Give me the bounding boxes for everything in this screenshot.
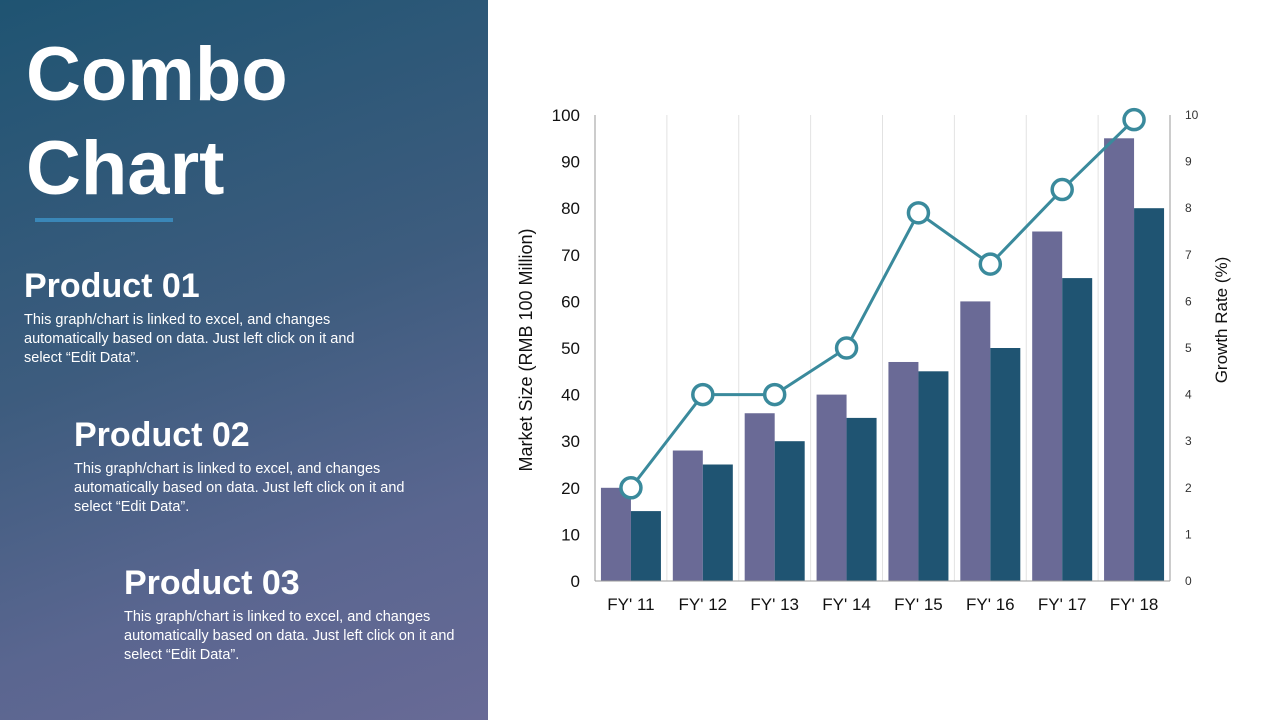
bar: [774, 441, 805, 581]
x-tick-label: FY' 16: [966, 595, 1015, 614]
x-tick-label: FY' 12: [679, 595, 728, 614]
growth-point: [691, 382, 715, 407]
growth-point: [619, 476, 643, 500]
y-tick-label: 20: [561, 479, 580, 498]
growth-line: [629, 118, 1136, 489]
bar: [1134, 208, 1165, 581]
y-tick-label: 80: [561, 199, 580, 218]
bar: [600, 487, 631, 581]
product-block-2: Product 02 This graph/chart is linked to…: [74, 415, 424, 517]
y2-tick-label: 9: [1185, 155, 1192, 169]
bar: [744, 413, 775, 581]
product-block-3: Product 03 This graph/chart is linked to…: [124, 563, 474, 665]
y2-tick-label: 5: [1185, 341, 1192, 355]
bar: [816, 394, 847, 581]
product-block-1: Product 01 This graph/chart is linked to…: [24, 266, 374, 368]
bar: [702, 464, 733, 581]
growth-point: [762, 382, 787, 407]
product-heading: Product 01: [24, 267, 200, 305]
growth-point: [1050, 177, 1074, 202]
y-tick-label: 70: [561, 246, 580, 265]
left-panel: Combo Chart Product 01 This graph/chart …: [0, 0, 488, 720]
y-axis-title: Market Size (RMB 100 Million): [516, 228, 536, 471]
bar: [672, 450, 703, 581]
x-tick-label: FY' 17: [1038, 595, 1087, 614]
y2-tick-label: 7: [1185, 248, 1192, 262]
y2-tick-label: 0: [1185, 574, 1192, 588]
bar: [888, 361, 919, 581]
y2-tick-label: 4: [1185, 388, 1192, 402]
slide-title: Combo Chart: [26, 32, 288, 211]
combo-chart: 0 10 20 30 40 50 60 70 80 90 100 0 1 2 3 4 5 6 7 8 9 10 FY' 11…: [516, 106, 1231, 614]
y2-tick-label: 2: [1185, 481, 1192, 495]
product-heading: Product 03: [124, 564, 300, 602]
y2-tick-label: 3: [1185, 434, 1192, 448]
product-description: This graph/chart is linked to excel, and…: [24, 312, 355, 366]
y-tick-label: 60: [561, 292, 580, 311]
y-tick-label: 30: [561, 432, 580, 451]
bar: [960, 301, 991, 581]
bar: [846, 417, 877, 581]
growth-point: [1122, 107, 1146, 132]
product-heading: Product 02: [74, 416, 250, 454]
bar: [1062, 278, 1093, 581]
product-description: This graph/chart is linked to excel, and…: [74, 461, 405, 515]
bar: [990, 348, 1021, 581]
y2-axis-title: Growth Rate (%): [1212, 257, 1231, 384]
bar: [630, 511, 661, 581]
growth-point: [978, 252, 1003, 276]
growth-point: [906, 201, 931, 225]
x-tick-label: FY' 14: [822, 595, 871, 614]
growth-point: [834, 336, 859, 360]
bar: [1104, 138, 1135, 582]
x-tick-label: FY' 18: [1110, 595, 1159, 614]
x-tick-label: FY' 13: [750, 595, 799, 614]
y-tick-label: 40: [561, 386, 580, 405]
y2-tick-label: 10: [1185, 108, 1199, 122]
x-tick-label: FY' 15: [894, 595, 943, 614]
y2-tick-label: 1: [1185, 527, 1192, 541]
title-underline: [35, 218, 173, 222]
y2-tick-label: 8: [1185, 201, 1192, 215]
y-tick-label: 90: [561, 153, 580, 172]
y-tick-label: 50: [561, 339, 580, 358]
bar: [1032, 231, 1063, 581]
y2-tick-label: 6: [1185, 294, 1192, 308]
y-tick-label: 100: [552, 106, 580, 125]
product-description: This graph/chart is linked to excel, and…: [124, 609, 455, 663]
y-tick-label: 10: [561, 525, 580, 544]
x-tick-label: FY' 11: [607, 595, 654, 614]
y-tick-label: 0: [571, 572, 580, 591]
bar: [918, 371, 949, 581]
